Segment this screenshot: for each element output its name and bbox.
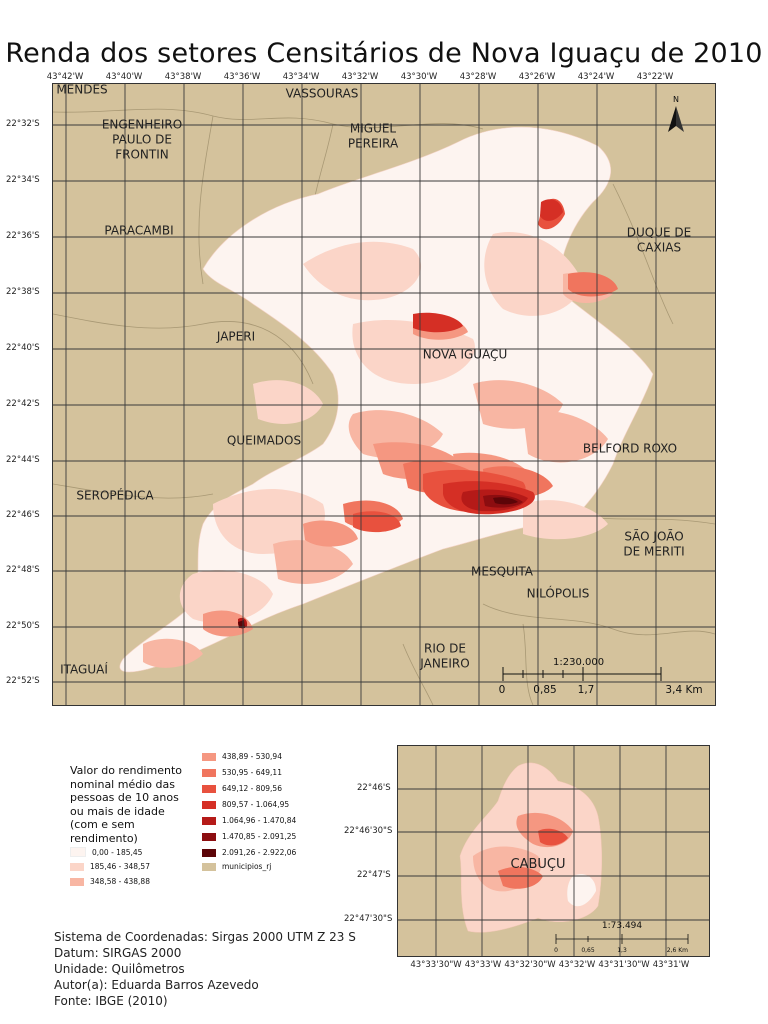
scale-label: 3,4 Km [665,684,703,696]
inset-lat-label: 22°46'30"S [344,826,393,836]
inset-place-cabucu: CABUÇU [511,857,566,872]
inset-map[interactable]: CABUÇU 1:73.494 0 0,65 1,3 2,6 Km [397,745,710,957]
place-nilopolis: NILÓPOLIS [526,586,590,601]
legend-item: 438,89 - 530,94 [202,752,282,761]
place-paulo-de: PAULO DE [112,132,172,147]
legend-item: 809,57 - 1.064,95 [202,800,289,809]
legend-item: 185,46 - 348,57 [70,862,150,871]
place-frontin: FRONTIN [115,147,169,162]
inset-map-svg: CABUÇU 1:73.494 0 0,65 1,3 2,6 Km [398,746,709,956]
place-engenheiro: ENGENHEIRO [101,117,183,132]
legend-item: 1.470,85 - 2.091,25 [202,832,296,841]
scale-ratio: 1:230.000 [553,657,605,668]
lat-label: 22°44'S [6,455,40,465]
inset-lat-label: 22°46'S [357,783,391,793]
place-vassouras: VASSOURAS [285,86,359,101]
inset-lat-label: 22°47'30"S [344,914,393,924]
meta-source: Fonte: IBGE (2010) [54,994,168,1008]
lat-label: 22°48'S [6,565,40,575]
inset-scale-ratio: 1:73.494 [602,921,643,931]
lat-label: 22°42'S [6,399,40,409]
class8-9-zones [238,494,523,628]
meta-datum: Datum: SIRGAS 2000 [54,946,182,960]
legend-item: 0,00 - 185,45 [70,847,142,857]
lon-label: 43°42'W [46,72,84,82]
place-pereira: PEREIRA [347,136,399,151]
place-belford-roxo: BELFORD ROXO [582,441,678,456]
legend-title: Valor do rendimento nominal médio das pe… [70,764,182,845]
place-mesquita: MESQUITA [471,564,533,579]
lat-label: 22°32'S [6,119,40,129]
lat-label: 22°50'S [6,621,40,631]
place-duque-de: DUQUE DE [626,225,692,240]
lon-label: 43°34'W [282,72,320,82]
place-sao-joao: SÃO JOÃO [624,529,684,544]
meta-author: Autor(a): Eduarda Barros Azevedo [54,978,259,992]
place-seropedica: SEROPÉDICA [76,488,154,503]
meta-coord-system: Sistema de Coordenadas: Sirgas 2000 UTM … [54,930,356,944]
lon-label: 43°40'W [105,72,143,82]
scale-bar [502,667,662,681]
lon-label: 43°24'W [577,72,615,82]
inset-lon-label: 43°33'W [464,960,502,970]
legend-item: 649,12 - 809,56 [202,784,282,793]
lat-label: 22°38'S [6,287,40,297]
legend-item: municipios_rj [202,862,271,871]
scale-label: 0 [498,684,506,696]
scale-label: 1,7 [577,684,595,696]
legend-item: 1.064,96 - 1.470,84 [202,816,296,825]
place-nova-iguacu: NOVA IGUAÇU [422,347,508,362]
lon-label: 43°38'W [164,72,202,82]
lon-label: 43°26'W [518,72,556,82]
main-map-svg [53,84,715,705]
place-queimados: QUEIMADOS [226,433,302,448]
lat-label: 22°52'S [6,676,40,686]
place-itaguai: ITAGUAÍ [60,662,108,677]
lat-label: 22°36'S [6,231,40,241]
graticule [53,84,715,705]
meta-unit: Unidade: Quilômetros [54,962,185,976]
inset-scale-label: 1,3 [617,947,627,954]
map-title: Renda dos setores Censitários de Nova Ig… [5,38,763,69]
inset-lon-label: 43°32'30"W [504,960,556,970]
inset-scale-label: 2,6 Km [667,947,688,954]
inset-scale-label: 0,65 [581,947,595,954]
lon-label: 43°30'W [400,72,438,82]
place-miguel: MIGUEL [349,121,397,136]
place-mendes: MENDES [56,82,108,97]
inset-lat-label: 22°47'S [357,870,391,880]
place-japeri: JAPERI [216,329,256,344]
lat-label: 22°34'S [6,175,40,185]
lon-label: 43°22'W [636,72,674,82]
class2-zones [143,272,613,668]
lon-label: 43°28'W [459,72,497,82]
place-de-meriti: DE MERITI [623,544,685,559]
scale-label: 0,85 [533,684,557,696]
lon-label: 43°36'W [223,72,261,82]
inset-scale-bar [555,934,689,944]
inset-lon-label: 43°33'30"W [410,960,462,970]
inset-lon-label: 43°31'W [652,960,690,970]
legend-item: 530,95 - 649,11 [202,768,282,777]
place-rio-de: RIO DE [424,641,466,656]
place-janeiro: JANEIRO [420,656,470,671]
inset-lon-label: 43°32'W [558,960,596,970]
place-paracambi: PARACAMBI [104,223,174,238]
inset-graticule [398,746,709,956]
legend-item: 348,58 - 438,88 [70,877,150,886]
north-label: N [673,95,679,104]
lon-label: 43°32'W [341,72,379,82]
north-arrow-icon: N [668,95,684,132]
lat-label: 22°40'S [6,343,40,353]
main-map[interactable] [52,83,716,706]
legend-item: 2.091,26 - 2.922,06 [202,848,296,857]
inset-scale-label: 0 [554,947,558,954]
cabucu-area [459,762,602,933]
inset-lon-label: 43°31'30"W [598,960,650,970]
lat-label: 22°46'S [6,510,40,520]
place-caxias: CAXIAS [636,240,682,255]
